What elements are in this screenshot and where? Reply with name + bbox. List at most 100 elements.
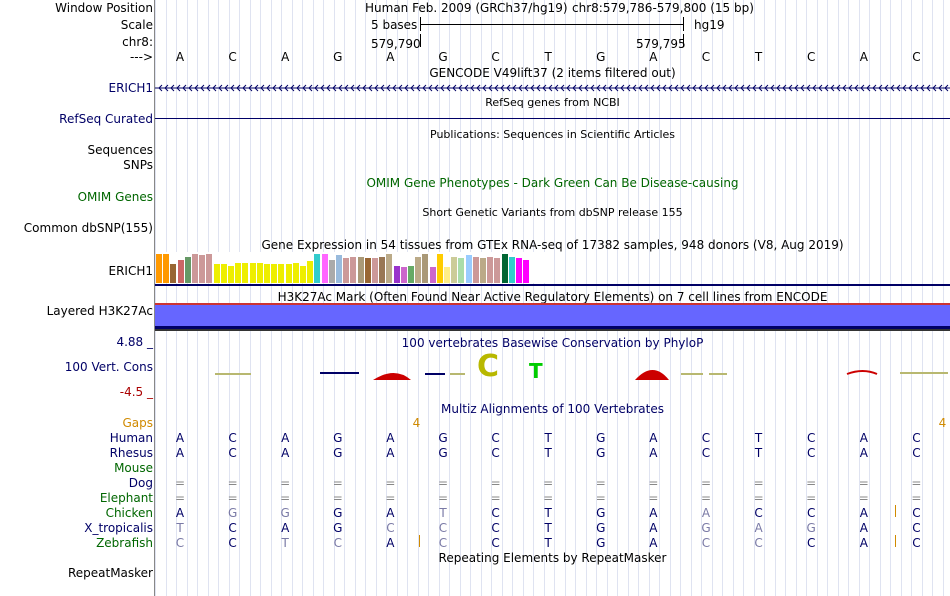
multiz-track-title[interactable]: Multiz Alignments of 100 Vertebrates <box>440 402 665 416</box>
species-label[interactable]: Rhesus <box>109 446 153 460</box>
gtex-tissue-bar[interactable] <box>343 258 350 283</box>
gtex-tissue-bar[interactable] <box>321 254 328 283</box>
gtex-tissue-bar[interactable] <box>393 266 400 283</box>
gtex-tissue-bar[interactable] <box>278 264 285 283</box>
gtex-tissue-bar[interactable] <box>192 254 198 283</box>
gtex-tissue-bar[interactable] <box>444 267 450 283</box>
alignment-base: A <box>701 506 711 520</box>
phylop-track-title[interactable]: 100 vertebrates Basewise Conservation by… <box>401 336 704 350</box>
alignment-base: A <box>859 431 868 445</box>
position-text[interactable]: chr8:579,786-579,800 (15 bp) <box>572 1 754 15</box>
alignment-base: = <box>385 491 396 505</box>
gtex-tissue-bar[interactable] <box>523 260 530 283</box>
species-label[interactable]: Elephant <box>99 491 153 505</box>
phylop-track-label[interactable]: 100 Vert. Cons <box>64 360 153 374</box>
h3k27ac-signal[interactable] <box>155 305 950 326</box>
gtex-tissue-bar[interactable] <box>516 258 522 283</box>
species-label[interactable]: X_tropicalis <box>84 521 153 535</box>
gtex-tissue-bar[interactable] <box>494 258 501 283</box>
gtex-tissue-bar[interactable] <box>487 257 494 283</box>
publications-track-title[interactable]: Publications: Sequences in Scientific Ar… <box>430 128 675 141</box>
gtex-tissue-bar[interactable] <box>249 263 256 283</box>
gtex-tissue-bar[interactable] <box>508 257 515 283</box>
gtex-tissue-bar[interactable] <box>292 263 299 283</box>
gtex-tissue-bar[interactable] <box>372 258 378 283</box>
gtex-tissue-bar[interactable] <box>220 264 227 283</box>
gtex-tissue-bar[interactable] <box>177 260 184 283</box>
gtex-tissue-bar[interactable] <box>458 258 465 283</box>
gencode-track-title[interactable]: GENCODE V49lift37 (2 items filtered out) <box>429 66 676 80</box>
gtex-tissue-bar[interactable] <box>206 254 213 283</box>
gtex-tissue-bar[interactable] <box>242 263 249 283</box>
gtex-tissue-bar[interactable] <box>480 258 486 283</box>
gtex-tissue-bar[interactable] <box>271 264 278 283</box>
alignment-base: A <box>649 431 658 445</box>
gtex-tissue-bar[interactable] <box>451 257 458 283</box>
gtex-tissue-bar[interactable] <box>429 267 436 283</box>
gaps-label[interactable]: Gaps <box>122 416 153 430</box>
gtex-tissue-bar[interactable] <box>400 267 407 283</box>
gtex-tissue-bar[interactable] <box>408 266 414 283</box>
snps-track-label[interactable]: SNPs <box>123 158 153 172</box>
omim-track-label[interactable]: OMIM Genes <box>77 190 153 204</box>
dbsnp-track-label[interactable]: Common dbSNP(155) <box>23 221 153 235</box>
gtex-tissue-bar[interactable] <box>386 254 393 283</box>
alignment-base: C <box>491 446 500 460</box>
gtex-track-label[interactable]: ERICH1 <box>108 264 154 278</box>
gtex-tissue-bar[interactable] <box>228 266 234 283</box>
gtex-tissue-bar[interactable] <box>314 254 321 283</box>
gtex-tissue-bar[interactable] <box>300 266 306 283</box>
gtex-tissue-bar[interactable] <box>422 254 429 283</box>
h3k27ac-track-label[interactable]: Layered H3K27Ac <box>46 304 153 318</box>
dbsnp-track-title[interactable]: Short Genetic Variants from dbSNP releas… <box>422 206 683 219</box>
alignment-base: = <box>911 476 922 490</box>
gencode-track-label[interactable]: ERICH1 <box>108 81 154 95</box>
alignment-base: C <box>912 536 921 550</box>
gtex-tissue-bar[interactable] <box>364 258 371 283</box>
gtex-tissue-bar[interactable] <box>199 255 206 283</box>
alignment-base: A <box>175 506 185 520</box>
gtex-tissue-bar[interactable] <box>213 264 220 283</box>
gtex-tissue-bar[interactable] <box>465 255 472 283</box>
sequences-track-label[interactable]: Sequences <box>87 143 153 157</box>
species-label[interactable]: Chicken <box>105 506 153 520</box>
gtex-tissue-bar[interactable] <box>436 254 443 283</box>
gtex-tissue-bar[interactable] <box>256 263 263 283</box>
gtex-tissue-bar[interactable] <box>415 257 422 283</box>
repeatmasker-track-label[interactable]: RepeatMasker <box>67 566 153 580</box>
h3k27ac-track-title[interactable]: H3K27Ac Mark (Often Found Near Active Re… <box>277 290 828 304</box>
omim-track-title[interactable]: OMIM Gene Phenotypes - Dark Green Can Be… <box>366 176 739 190</box>
phylop-logo[interactable]: C T <box>155 352 950 382</box>
gtex-tissue-bar[interactable] <box>307 261 314 283</box>
gtex-tissue-bar[interactable] <box>285 264 292 283</box>
gtex-tissue-bar[interactable] <box>264 264 270 283</box>
gtex-tissue-bar[interactable] <box>156 254 162 283</box>
gtex-tissue-bar[interactable] <box>357 257 364 283</box>
species-label[interactable]: Mouse <box>114 461 153 475</box>
strand-arrow-label[interactable]: ---> <box>129 50 153 64</box>
gtex-tissue-bar[interactable] <box>235 263 242 283</box>
gtex-tissue-bar[interactable] <box>350 257 357 283</box>
gtex-tissue-bar[interactable] <box>336 255 342 283</box>
refseq-feature[interactable] <box>155 118 950 119</box>
species-label[interactable]: Human <box>109 431 153 445</box>
gtex-track-title[interactable]: Gene Expression in 54 tissues from GTEx … <box>261 238 844 252</box>
logo-mark-t: T <box>529 359 543 382</box>
gtex-tissue-bar[interactable] <box>184 257 191 283</box>
gtex-tissue-bar[interactable] <box>163 254 170 283</box>
erich1-gene-feature[interactable] <box>155 82 950 94</box>
species-label[interactable]: Dog <box>128 476 153 490</box>
gtex-tissue-bar[interactable] <box>501 254 508 283</box>
logo-mark-a3 <box>635 370 669 380</box>
gtex-tissue-bar[interactable] <box>328 260 335 283</box>
species-label[interactable]: Zebrafish <box>96 536 153 550</box>
refseq-track-title[interactable]: RefSeq genes from NCBI <box>485 96 620 109</box>
gtex-tissue-bar[interactable] <box>170 264 177 283</box>
gtex-tissue-bar[interactable] <box>472 257 479 283</box>
sequence-base: C <box>701 50 711 64</box>
refseq-track-label[interactable]: RefSeq Curated <box>59 112 153 126</box>
gtex-tissue-bar[interactable] <box>379 257 386 283</box>
repeatmasker-track-title[interactable]: Repeating Elements by RepeatMasker <box>438 551 667 565</box>
h3k27ac-bottom-edge <box>155 326 950 329</box>
gtex-bar-graph[interactable] <box>156 252 546 283</box>
